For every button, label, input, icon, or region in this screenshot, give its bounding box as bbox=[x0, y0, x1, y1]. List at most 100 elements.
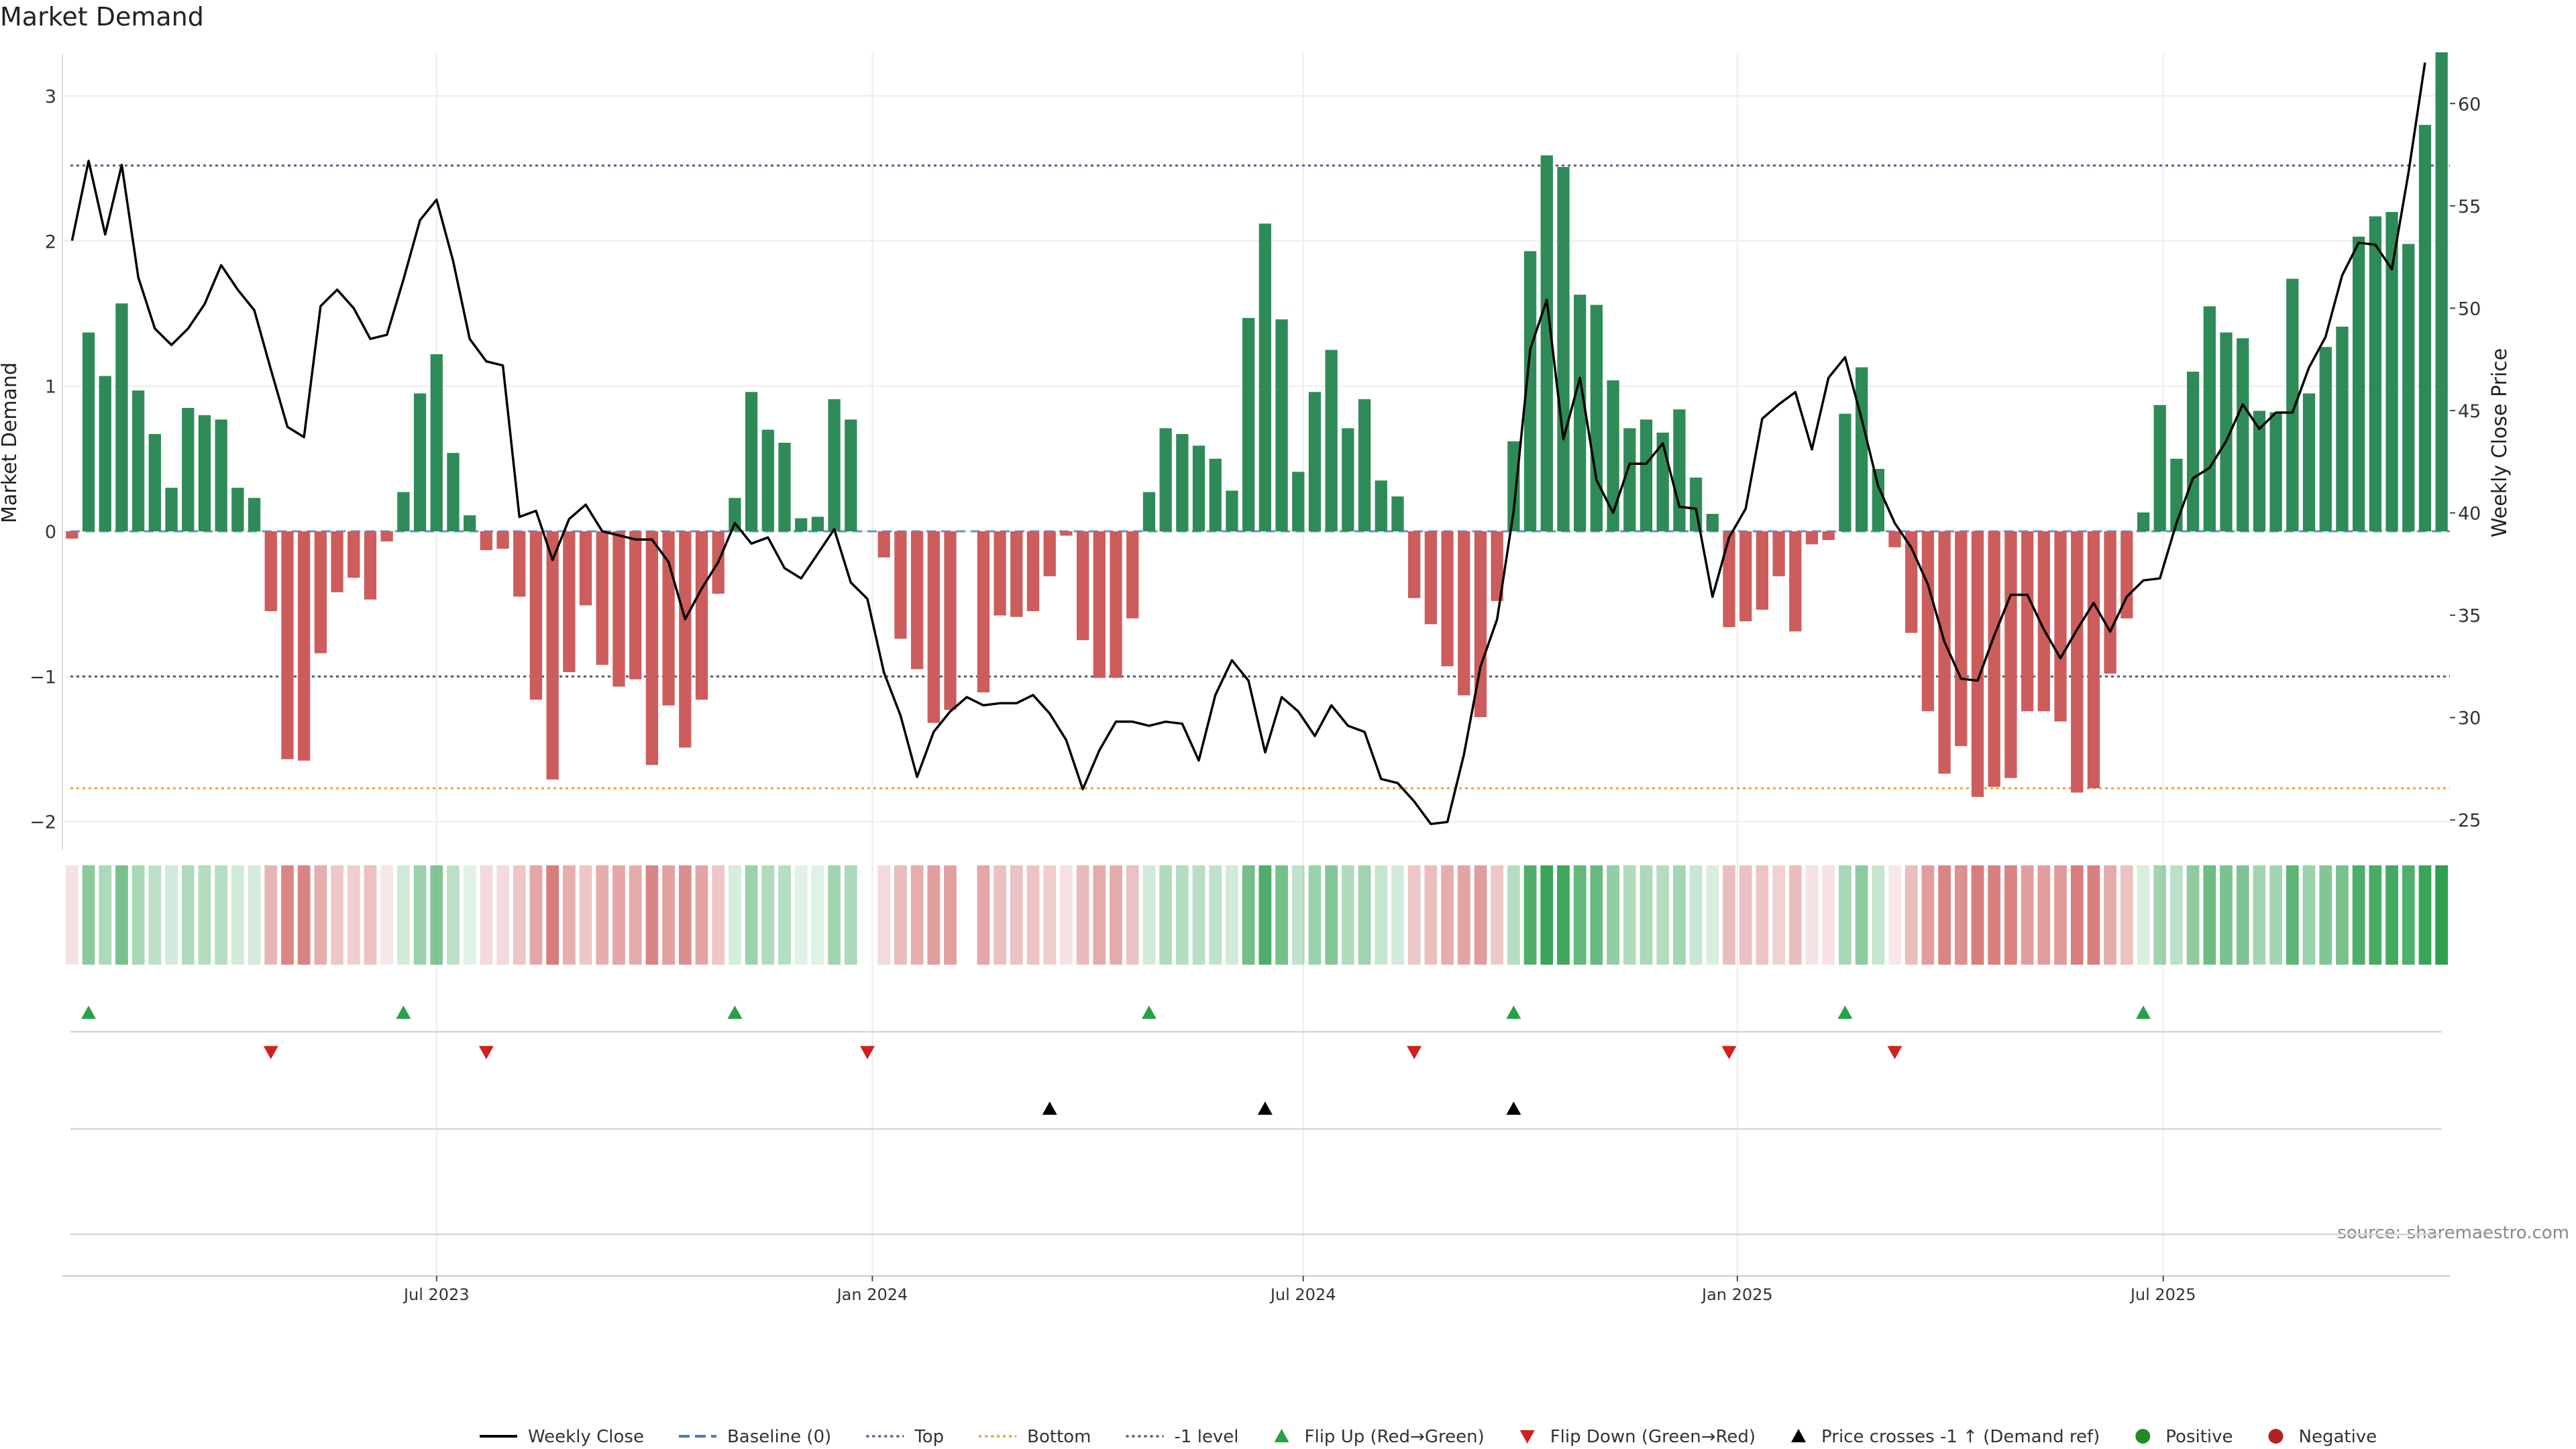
y2-tick-label: 30 bbox=[2458, 708, 2481, 729]
heat-cell bbox=[2203, 865, 2216, 965]
heat-cell bbox=[2220, 865, 2233, 965]
legend-item: Price crosses -1 ↑ (Demand ref) bbox=[1791, 1427, 2100, 1447]
heat-cell bbox=[82, 865, 95, 965]
demand-bar bbox=[927, 531, 940, 723]
demand-bar bbox=[347, 531, 360, 578]
flip-up-marker bbox=[1837, 1006, 1853, 1019]
demand-bars bbox=[66, 52, 2448, 797]
demand-bar bbox=[2004, 531, 2017, 778]
heat-cell bbox=[1358, 865, 1371, 965]
heat-cell bbox=[1672, 865, 1686, 965]
heat-cell bbox=[2070, 865, 2084, 965]
demand-bar bbox=[2402, 244, 2415, 531]
event-markers bbox=[62, 1006, 2450, 1277]
heat-cell bbox=[2402, 865, 2415, 965]
heat-cell bbox=[1573, 865, 1587, 965]
y2-tick-label: 40 bbox=[2458, 504, 2481, 525]
demand-bar bbox=[1507, 441, 1520, 531]
y2-tick-label: 60 bbox=[2458, 94, 2481, 115]
demand-bar bbox=[248, 498, 261, 531]
heat-cell bbox=[1159, 865, 1173, 965]
heat-cell bbox=[297, 865, 311, 965]
heat-cell bbox=[1491, 865, 1504, 965]
demand-bar bbox=[165, 488, 178, 531]
heat-cell bbox=[1175, 865, 1189, 965]
demand-bar bbox=[496, 531, 509, 549]
flip-up-marker bbox=[81, 1006, 97, 1019]
heat-cell bbox=[1706, 865, 1719, 965]
heat-cell bbox=[794, 865, 808, 965]
legend-swatch bbox=[1519, 1430, 1535, 1444]
heat-cell bbox=[1275, 865, 1288, 965]
demand-bar bbox=[845, 419, 857, 531]
demand-bar bbox=[1242, 317, 1255, 531]
flip-down-marker bbox=[1407, 1046, 1422, 1059]
heat-cell bbox=[115, 865, 128, 965]
demand-bar bbox=[2071, 531, 2084, 793]
demand-bar bbox=[513, 531, 526, 597]
demand-bar bbox=[1789, 531, 1802, 632]
demand-bar bbox=[828, 399, 841, 531]
demand-bar bbox=[1458, 531, 1470, 696]
heat-cell bbox=[579, 865, 592, 965]
heat-cell bbox=[1043, 865, 1057, 965]
legend-label: Flip Down (Green→Red) bbox=[1550, 1427, 1756, 1447]
heat-cell bbox=[430, 865, 443, 965]
demand-bar bbox=[1523, 251, 1537, 531]
heat-cell bbox=[1375, 865, 1388, 965]
heat-cell bbox=[2186, 865, 2200, 965]
demand-bar bbox=[430, 354, 443, 531]
demand-bar bbox=[1921, 531, 1935, 712]
x-tick-label: Jan 2024 bbox=[836, 1285, 908, 1304]
y2-axis-label: Weekly Close Price bbox=[2488, 348, 2512, 537]
demand-bar bbox=[629, 531, 642, 680]
demand-bar bbox=[2137, 512, 2150, 531]
demand-bar bbox=[529, 531, 543, 700]
demand-bar bbox=[1855, 367, 1868, 531]
demand-bar bbox=[1640, 419, 1653, 531]
heat-cell bbox=[364, 865, 377, 965]
price-line-group bbox=[70, 62, 2426, 826]
demand-bar bbox=[1955, 531, 1968, 747]
demand-bar bbox=[1408, 531, 1421, 598]
flip-down-marker bbox=[1721, 1046, 1737, 1059]
heat-cell bbox=[927, 865, 941, 965]
demand-bar bbox=[944, 531, 957, 710]
heat-cell bbox=[281, 865, 294, 965]
heat-cell bbox=[347, 865, 360, 965]
heat-cell bbox=[1988, 865, 2001, 965]
heat-cell bbox=[447, 865, 460, 965]
heat-cell bbox=[1805, 865, 1819, 965]
heat-cell bbox=[1756, 865, 1769, 965]
y-tick-label: 3 bbox=[45, 87, 56, 107]
heat-cell bbox=[678, 865, 692, 965]
demand-bar bbox=[1308, 392, 1322, 531]
demand-bar bbox=[182, 408, 195, 531]
x-tick-label: Jul 2023 bbox=[402, 1285, 470, 1304]
heat-cell bbox=[910, 865, 924, 965]
heat-cell bbox=[2120, 865, 2133, 965]
demand-bar bbox=[1839, 413, 1851, 531]
demand-bar bbox=[596, 531, 608, 665]
legend-label: Baseline (0) bbox=[727, 1427, 831, 1447]
heat-cell bbox=[496, 865, 509, 965]
heat-cell bbox=[546, 865, 559, 965]
demand-bar bbox=[281, 531, 294, 759]
heat-cell bbox=[1258, 865, 1272, 965]
demand-bar bbox=[2054, 531, 2067, 722]
flip-down-marker bbox=[263, 1046, 278, 1059]
y-tick-label: 1 bbox=[45, 377, 56, 398]
demand-bar bbox=[1441, 531, 1454, 667]
demand-bar bbox=[1623, 428, 1636, 531]
heat-cell bbox=[2037, 865, 2051, 965]
demand-bar bbox=[612, 531, 625, 687]
demand-bar bbox=[579, 531, 592, 606]
heat-cell bbox=[563, 865, 576, 965]
demand-bar bbox=[2220, 332, 2233, 531]
heat-cell bbox=[1026, 865, 1040, 965]
demand-bar bbox=[215, 419, 227, 531]
demand-bar bbox=[1226, 490, 1238, 531]
demand-bar bbox=[1375, 480, 1387, 531]
heat-cell bbox=[165, 865, 178, 965]
heat-cell bbox=[1904, 865, 1918, 965]
